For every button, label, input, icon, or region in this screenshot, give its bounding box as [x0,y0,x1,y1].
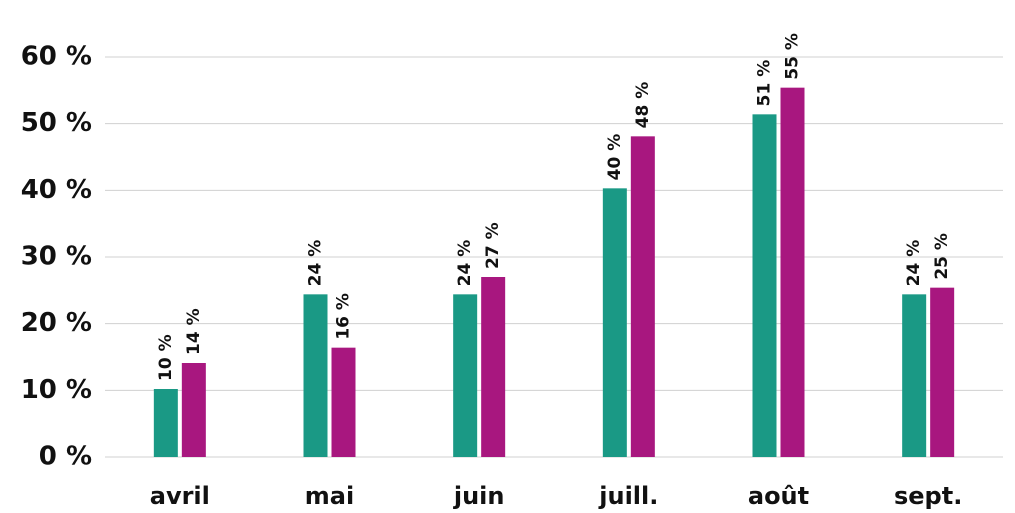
value-label: 24 % [455,240,475,287]
value-label: 16 % [334,293,354,340]
value-label: 24 % [306,240,326,287]
x-tick-label: avril [150,482,210,510]
bar [181,363,206,457]
x-tick-label: sept. [894,482,962,510]
y-tick-label: 20 % [21,308,92,338]
value-label: 24 % [904,240,924,287]
bar [303,294,328,457]
value-label: 40 % [605,134,625,181]
value-label: 14 % [184,308,204,355]
y-tick-label: 40 % [21,175,92,205]
y-tick-label: 30 % [21,242,92,272]
value-label: 10 % [156,334,176,381]
x-tick-label: juin [453,482,505,510]
bar [902,294,927,457]
value-label: 25 % [932,233,952,280]
y-tick-label: 50 % [21,108,92,138]
bar [752,114,777,457]
bar [930,287,955,457]
value-label: 48 % [633,82,653,129]
x-tick-label: juill. [598,482,658,510]
x-tick-label: mai [305,482,354,510]
bar [630,136,655,458]
bar [153,389,178,457]
y-tick-label: 60 % [21,42,92,72]
y-tick-label: 10 % [21,375,92,405]
bar [453,294,478,457]
bar [481,277,506,457]
bar [780,87,805,458]
value-label: 55 % [783,33,803,80]
bar [602,188,627,458]
bar [331,347,356,457]
x-tick-label: août [748,482,809,510]
y-tick-label: 0 % [39,442,92,472]
value-label: 27 % [483,222,503,269]
value-label: 51 % [755,60,775,107]
